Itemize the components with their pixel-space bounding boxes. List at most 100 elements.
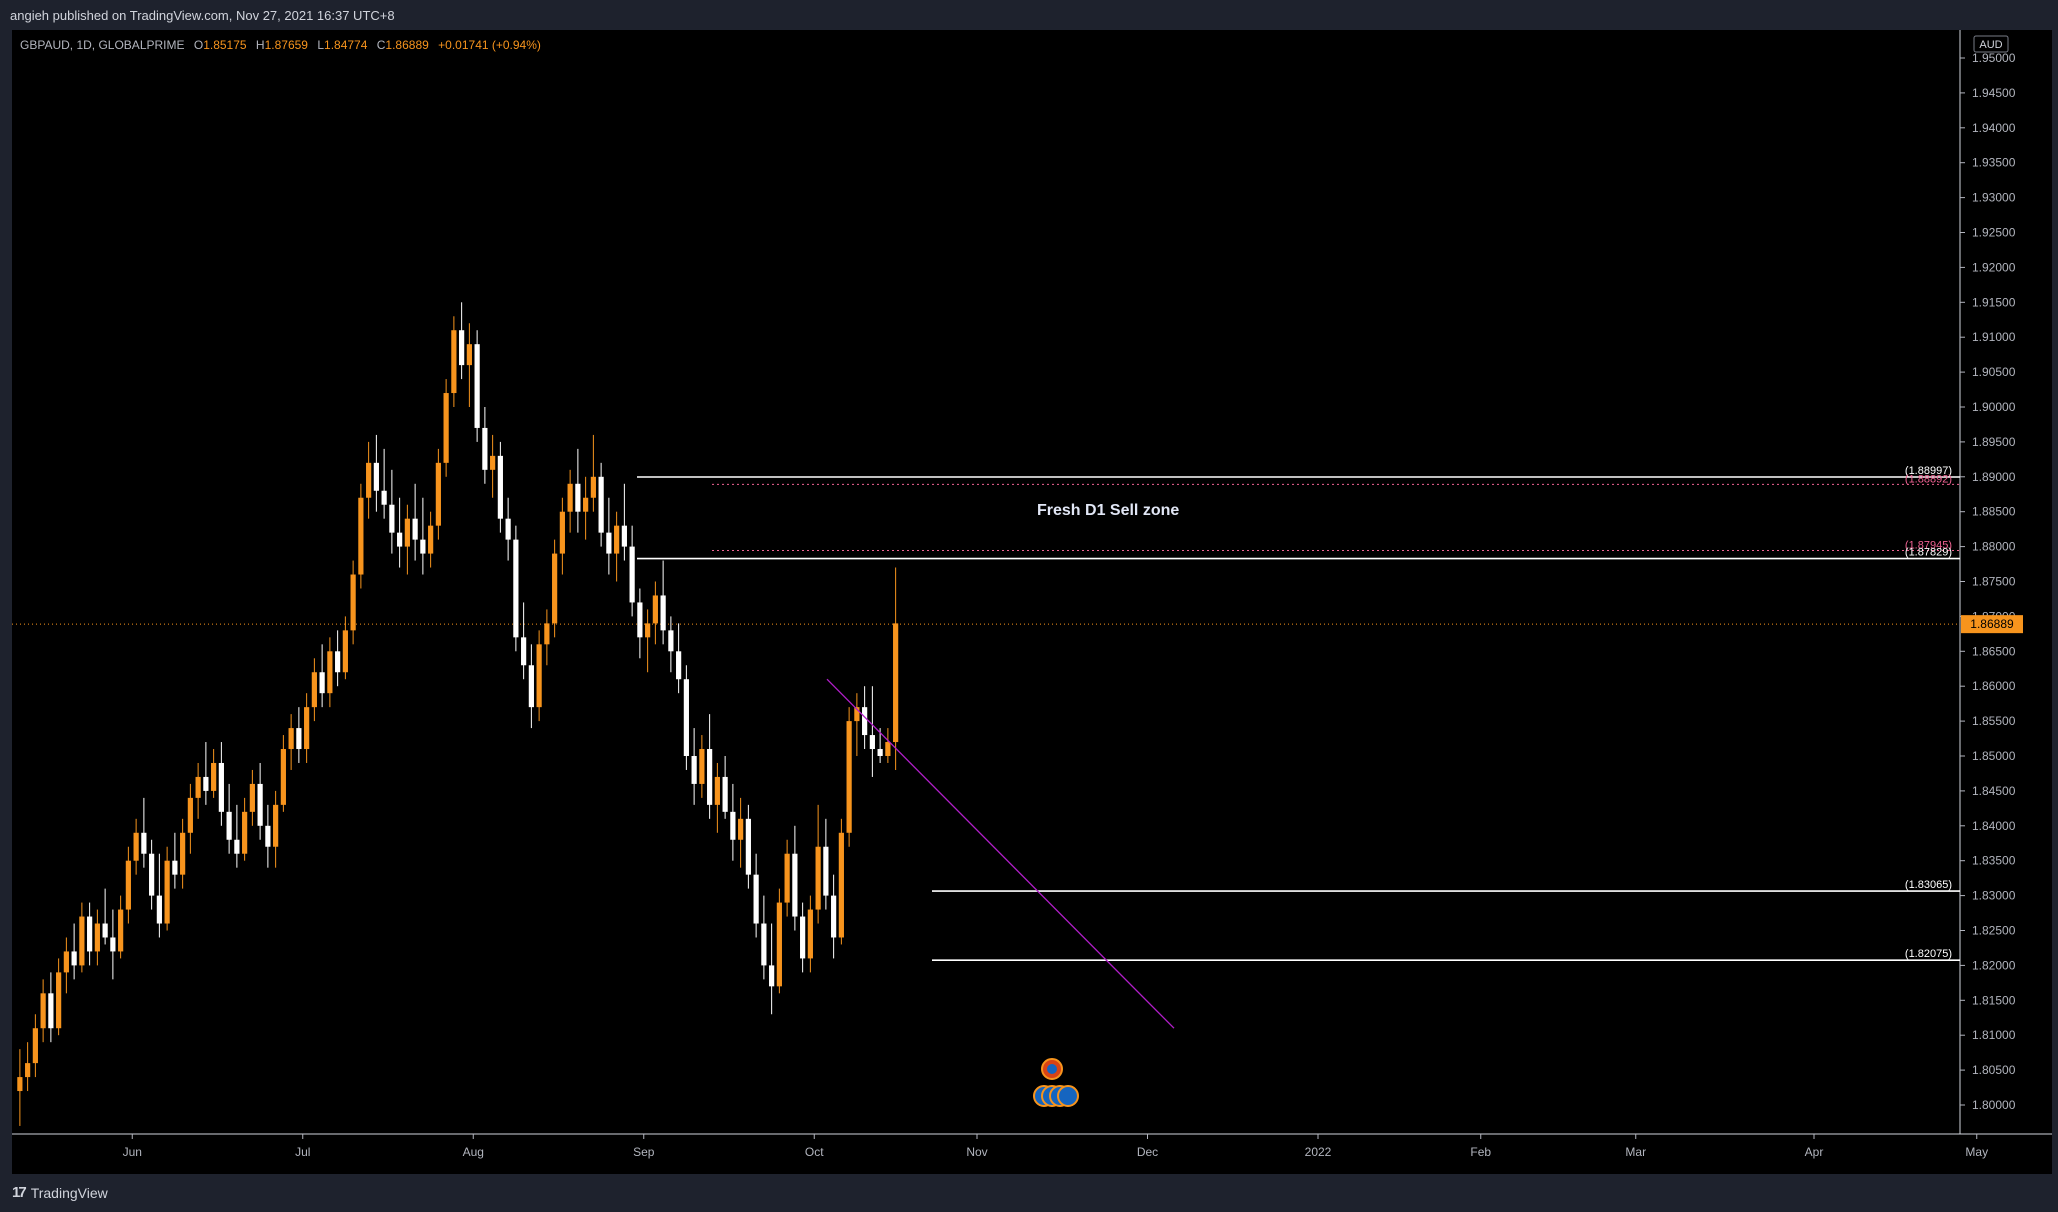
candle-body-down[interactable]: [877, 749, 883, 756]
candle-body-up[interactable]: [164, 860, 170, 924]
candle-body-down[interactable]: [676, 651, 682, 680]
candle-body-down[interactable]: [389, 504, 395, 533]
candle-body-up[interactable]: [327, 651, 333, 694]
candle-body-down[interactable]: [319, 672, 325, 694]
candle-body-up[interactable]: [211, 762, 217, 791]
candle-body-down[interactable]: [459, 330, 465, 366]
candle-body-up[interactable]: [311, 672, 317, 708]
candle-body-down[interactable]: [621, 525, 627, 547]
candle-body-up[interactable]: [304, 707, 310, 750]
candle-body-down[interactable]: [257, 783, 263, 826]
candle-body-up[interactable]: [645, 623, 651, 638]
candle-body-down[interactable]: [598, 476, 604, 533]
candle-body-up[interactable]: [118, 909, 124, 952]
candle-body-down[interactable]: [296, 728, 302, 750]
candle-body-up[interactable]: [404, 518, 410, 547]
candle-body-up[interactable]: [466, 344, 472, 366]
candle-body-up[interactable]: [583, 497, 589, 512]
candle-body-up[interactable]: [56, 972, 62, 1029]
candle-body-down[interactable]: [482, 427, 488, 470]
sell-zone-annotation[interactable]: Fresh D1 Sell zone: [1037, 502, 1179, 519]
candle-body-up[interactable]: [242, 811, 248, 854]
candle-body-up[interactable]: [567, 483, 573, 512]
candle-body-down[interactable]: [513, 539, 519, 638]
candle-body-up[interactable]: [544, 623, 550, 645]
candle-body-down[interactable]: [412, 518, 418, 540]
candle-body-up[interactable]: [714, 776, 720, 805]
candle-body-down[interactable]: [745, 818, 751, 875]
candle-body-up[interactable]: [838, 832, 844, 938]
candle-body-up[interactable]: [32, 1028, 38, 1064]
candle-body-up[interactable]: [280, 749, 286, 805]
candle-body-down[interactable]: [660, 595, 666, 631]
candle-body-up[interactable]: [63, 951, 69, 973]
candle-body-up[interactable]: [125, 860, 131, 910]
candle-body-up[interactable]: [133, 832, 139, 861]
candle-body-up[interactable]: [428, 525, 434, 554]
candle-body-down[interactable]: [722, 776, 728, 812]
candle-body-down[interactable]: [110, 937, 116, 952]
symbol-name[interactable]: GBPAUD, 1D, GLOBALPRIME: [20, 38, 185, 52]
candle-body-up[interactable]: [784, 853, 790, 903]
candle-body-up[interactable]: [273, 804, 279, 847]
candle-body-up[interactable]: [614, 525, 620, 554]
candle-body-up[interactable]: [342, 630, 348, 673]
candle-body-down[interactable]: [800, 916, 806, 959]
candle-body-up[interactable]: [652, 595, 658, 624]
candle-body-down[interactable]: [87, 916, 93, 952]
candle-body-up[interactable]: [350, 574, 356, 631]
candle-body-down[interactable]: [707, 749, 713, 805]
candle-body-down[interactable]: [521, 637, 527, 666]
candle-body-up[interactable]: [552, 553, 558, 624]
candle-body-down[interactable]: [823, 846, 829, 896]
event-group-icon[interactable]: [1057, 1085, 1079, 1107]
currency-badge[interactable]: [1973, 35, 2009, 53]
candle-body-up[interactable]: [195, 776, 201, 798]
candle-body-down[interactable]: [792, 853, 798, 917]
candle-body-down[interactable]: [606, 532, 612, 554]
candle-body-down[interactable]: [141, 832, 147, 854]
chart-area[interactable]: 1.80000 1.80500 1.81000 1.81500 1.82000 1.825…: [12, 30, 2052, 1174]
candle-body-down[interactable]: [381, 490, 387, 505]
candle-body-up[interactable]: [490, 455, 496, 470]
candle-body-down[interactable]: [234, 839, 240, 854]
candle-body-up[interactable]: [17, 1077, 23, 1092]
candle-body-up[interactable]: [699, 749, 705, 784]
candle-body-down[interactable]: [218, 762, 224, 812]
candle-body-down[interactable]: [203, 776, 209, 791]
candle-body-up[interactable]: [94, 923, 100, 952]
candle-body-down[interactable]: [420, 539, 426, 554]
candle-body-up[interactable]: [815, 846, 821, 910]
candle-body-up[interactable]: [559, 511, 565, 554]
candle-body-down[interactable]: [769, 965, 775, 987]
candle-body-down[interactable]: [528, 665, 534, 708]
candle-body-up[interactable]: [443, 393, 449, 463]
candle-body-up[interactable]: [451, 330, 457, 394]
candle-body-up[interactable]: [807, 909, 813, 959]
candle-body-down[interactable]: [691, 756, 697, 784]
candle-body-down[interactable]: [753, 874, 759, 924]
candle-body-up[interactable]: [40, 993, 46, 1029]
candle-body-up[interactable]: [590, 476, 596, 498]
candle-body-down[interactable]: [831, 895, 837, 938]
tradingview-logo[interactable]: 17 TradingView: [12, 1184, 108, 1201]
candle-body-up[interactable]: [249, 783, 255, 812]
trendline[interactable]: [826, 678, 1175, 1029]
candle-body-up[interactable]: [79, 916, 85, 966]
candle-body-down[interactable]: [71, 951, 77, 966]
candle-body-up[interactable]: [536, 644, 542, 708]
candle-body-down[interactable]: [102, 923, 108, 938]
candle-body-down[interactable]: [575, 483, 581, 512]
candle-body-down[interactable]: [373, 462, 379, 491]
candle-body-down[interactable]: [505, 518, 511, 540]
candle-body-down[interactable]: [869, 735, 875, 750]
candle-body-up[interactable]: [846, 721, 852, 833]
candle-body-up[interactable]: [358, 497, 364, 575]
candle-body-down[interactable]: [862, 707, 868, 736]
candle-body-down[interactable]: [761, 923, 767, 966]
candle-body-up[interactable]: [885, 742, 891, 756]
candle-body-up[interactable]: [187, 797, 193, 833]
candle-body-down[interactable]: [474, 344, 480, 428]
candle-body-down[interactable]: [149, 853, 155, 896]
candle-body-up[interactable]: [180, 832, 186, 875]
